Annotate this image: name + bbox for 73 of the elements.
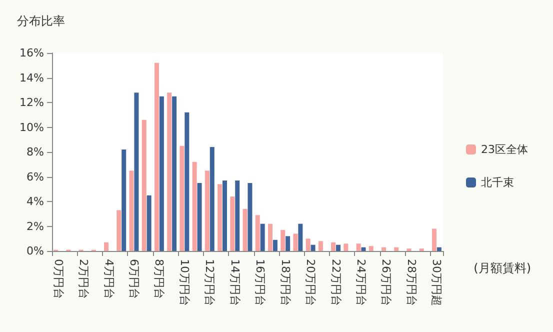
- bar: [184, 112, 190, 251]
- bar: [142, 120, 146, 251]
- y-tick-label: 4%: [26, 195, 44, 208]
- bar: [280, 230, 286, 251]
- bar: [310, 244, 316, 251]
- bar: [336, 244, 341, 251]
- bar: [318, 241, 323, 251]
- bar: [436, 247, 442, 251]
- bar: [394, 247, 399, 251]
- y-tick-label: 14%: [20, 71, 44, 84]
- bar: [344, 244, 348, 251]
- bar: [235, 180, 240, 251]
- bar: [129, 170, 134, 251]
- x-tick-label: 0万円台: [52, 259, 65, 299]
- bar: [382, 247, 386, 251]
- y-tick-label: 16%: [20, 46, 44, 60]
- y-tick-label: 8%: [26, 146, 44, 158]
- x-tick-label: 12万円台: [203, 259, 216, 306]
- x-axis-title: (月額賃料): [474, 261, 532, 275]
- bar: [159, 96, 164, 251]
- bar: [104, 242, 109, 251]
- bar: [268, 224, 272, 251]
- bar: [116, 210, 122, 251]
- bar: [192, 162, 197, 251]
- bar: [180, 146, 184, 251]
- bar: [230, 196, 235, 251]
- bar: [248, 182, 252, 251]
- y-tick-label: 2%: [26, 220, 44, 233]
- bar: [122, 150, 126, 251]
- bar: [222, 180, 228, 251]
- bar: [272, 240, 278, 251]
- x-tick-label: 22万円台: [329, 259, 342, 306]
- bar: [331, 242, 336, 251]
- bar: [286, 236, 290, 251]
- x-tick-label: 30万円超: [430, 259, 444, 306]
- bar: [146, 195, 152, 251]
- bar: [210, 147, 214, 251]
- bar: [204, 170, 210, 251]
- x-tick-label: 24万円台: [354, 259, 368, 306]
- bar: [260, 224, 265, 251]
- bar: [298, 224, 303, 251]
- legend-label: 23区全体: [481, 143, 528, 156]
- y-tick-label: 10%: [20, 120, 44, 134]
- x-tick-label: 28万円台: [404, 259, 418, 306]
- x-tick-label: 10万円台: [178, 259, 191, 306]
- bar: [361, 247, 366, 251]
- bar: [432, 228, 436, 251]
- legend-label: 北千束: [481, 176, 514, 189]
- y-axis-title: 分布比率: [17, 14, 65, 28]
- x-tick-label: 6万円台: [127, 259, 140, 299]
- bar: [306, 238, 310, 251]
- bar: [172, 96, 177, 251]
- bar: [293, 234, 298, 251]
- bar: [368, 246, 374, 251]
- bar: [197, 182, 202, 251]
- x-tick-label: 16万円台: [254, 259, 267, 306]
- bar: [218, 184, 222, 251]
- bar: [154, 62, 159, 251]
- x-tick-label: 18万円台: [278, 259, 292, 306]
- y-tick-label: 6%: [26, 170, 44, 184]
- y-tick-label: 12%: [20, 96, 44, 109]
- x-tick-label: 8万円台: [152, 259, 166, 299]
- x-tick-label: 26万円台: [380, 259, 393, 306]
- x-tick-label: 14万円台: [228, 259, 242, 306]
- bar: [167, 92, 172, 251]
- bar: [356, 244, 361, 251]
- x-tick-label: 20万円台: [304, 259, 318, 306]
- bar: [242, 208, 248, 251]
- bar: [255, 215, 260, 251]
- x-tick-label: 2万円台: [77, 259, 90, 299]
- y-tick-label: 0%: [26, 244, 44, 258]
- x-tick-label: 4万円台: [102, 259, 116, 299]
- bar: [134, 92, 139, 251]
